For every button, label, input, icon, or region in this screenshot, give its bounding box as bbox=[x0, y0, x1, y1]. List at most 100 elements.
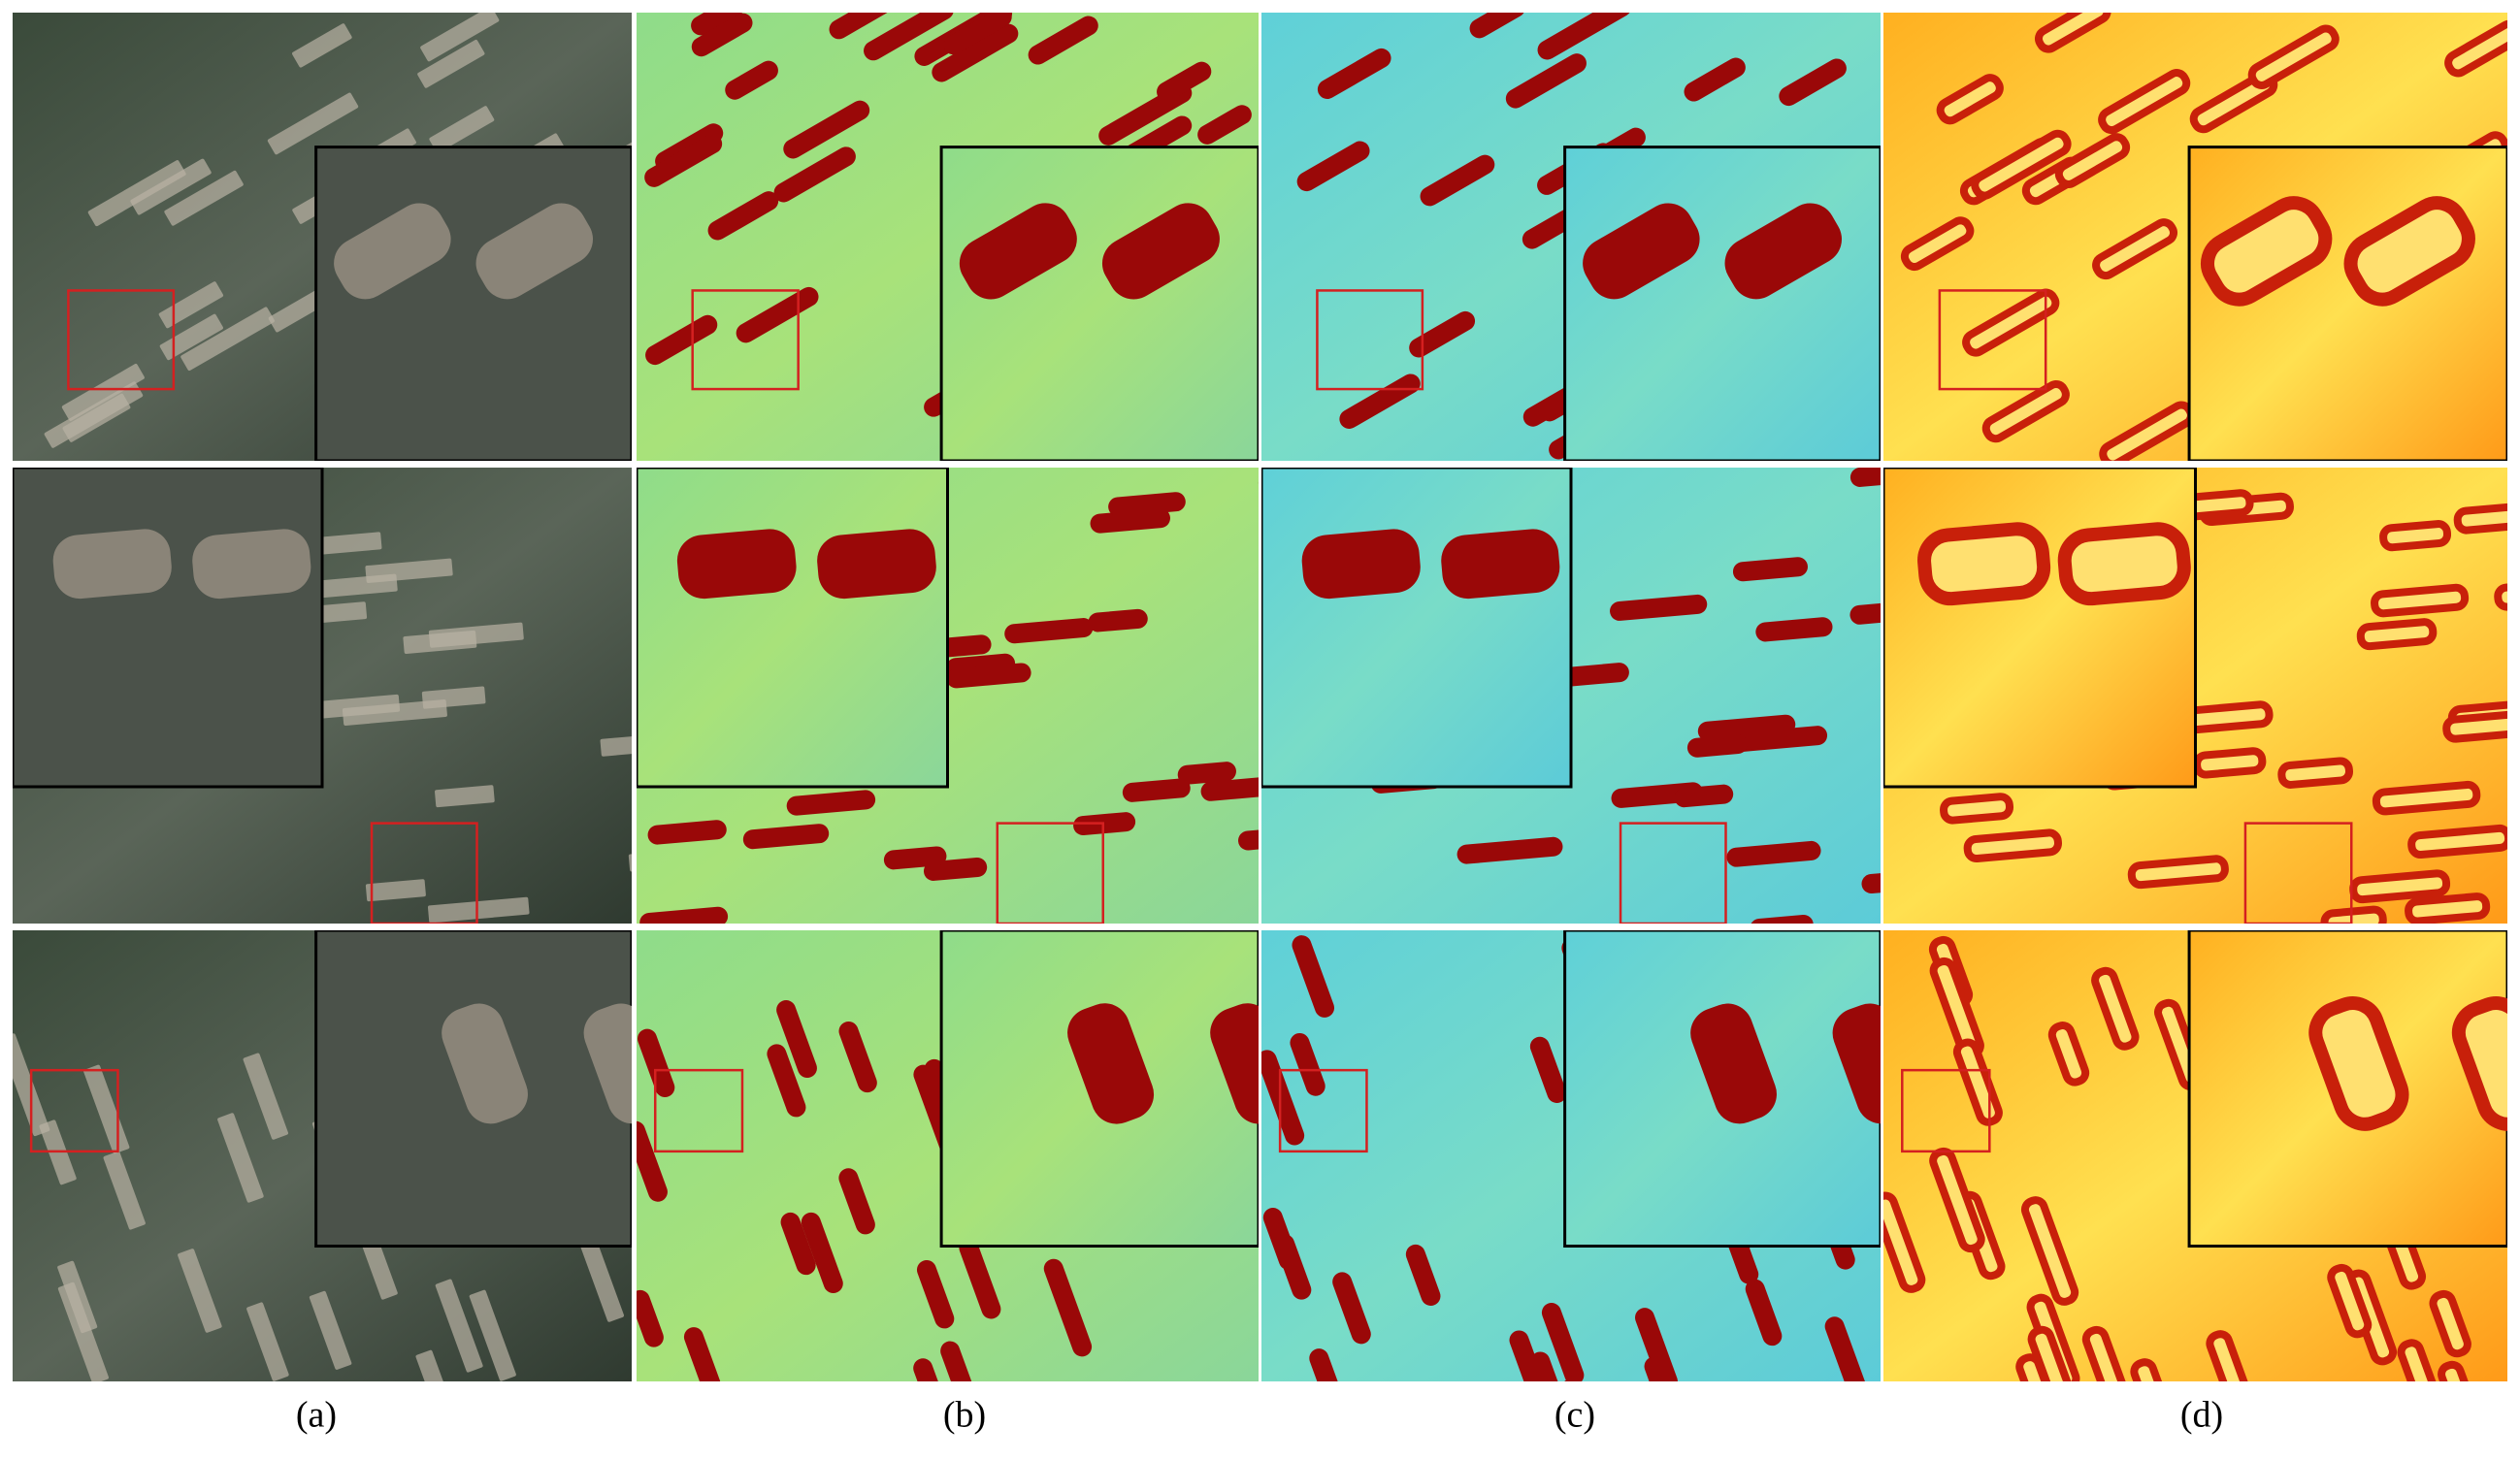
building bbox=[1537, 13, 1632, 60]
panel-content bbox=[637, 930, 1259, 1381]
building bbox=[773, 146, 856, 203]
building bbox=[2356, 618, 2438, 651]
building bbox=[2247, 24, 2340, 89]
building bbox=[159, 313, 223, 361]
panel-label: (d) bbox=[2180, 1395, 2223, 1436]
building bbox=[1530, 1351, 1575, 1381]
zoom-inset bbox=[1261, 468, 1573, 789]
zoom-building bbox=[1210, 1003, 1259, 1124]
building bbox=[1861, 869, 1881, 894]
panel-content bbox=[637, 13, 1259, 461]
building bbox=[1073, 812, 1136, 836]
building bbox=[243, 1053, 289, 1140]
image-panel bbox=[637, 468, 1259, 924]
building bbox=[1456, 836, 1563, 864]
building bbox=[1900, 216, 1975, 272]
building bbox=[2494, 579, 2507, 611]
building bbox=[1004, 618, 1094, 644]
zoom-box bbox=[1938, 289, 2047, 391]
image-panel bbox=[13, 13, 632, 461]
building bbox=[2438, 1360, 2480, 1381]
building bbox=[1981, 379, 2070, 443]
building bbox=[2397, 1339, 2451, 1381]
building bbox=[1883, 1191, 1926, 1293]
building bbox=[2015, 1353, 2060, 1381]
building bbox=[691, 13, 753, 57]
building bbox=[916, 1259, 955, 1329]
image-panel bbox=[1261, 468, 1881, 924]
building bbox=[246, 1302, 289, 1381]
image-panel bbox=[637, 930, 1259, 1381]
building bbox=[417, 39, 485, 88]
building bbox=[62, 393, 131, 442]
building bbox=[365, 879, 426, 902]
building bbox=[776, 1000, 817, 1079]
panel-label: (a) bbox=[296, 1395, 337, 1436]
building bbox=[2277, 757, 2354, 789]
building bbox=[1755, 617, 1833, 642]
zoom-box bbox=[1316, 289, 1424, 391]
building bbox=[427, 896, 530, 924]
panel-content bbox=[1261, 13, 1881, 461]
building bbox=[1686, 734, 1748, 758]
building bbox=[2081, 1325, 2136, 1381]
building bbox=[2020, 1196, 2079, 1306]
building bbox=[637, 1120, 668, 1202]
panel-content bbox=[1883, 13, 2507, 461]
building bbox=[57, 1282, 109, 1381]
zoom-building bbox=[2057, 522, 2191, 606]
panel-content bbox=[637, 468, 1259, 924]
zoom-building bbox=[817, 529, 936, 600]
building bbox=[600, 733, 632, 757]
building bbox=[429, 106, 495, 153]
building bbox=[1732, 557, 1808, 582]
building bbox=[959, 1238, 1001, 1319]
building bbox=[838, 1168, 875, 1235]
building bbox=[644, 134, 723, 187]
zoom-box bbox=[996, 822, 1105, 924]
building bbox=[1043, 1258, 1093, 1357]
panel-label: (b) bbox=[943, 1395, 986, 1436]
building bbox=[786, 790, 876, 816]
building bbox=[707, 191, 779, 241]
zoom-building bbox=[1067, 1003, 1155, 1124]
image-panel bbox=[1883, 13, 2507, 461]
building bbox=[2098, 69, 2191, 135]
zoom-building bbox=[2451, 996, 2507, 1131]
zoom-box bbox=[1278, 1068, 1368, 1153]
building bbox=[1779, 58, 1847, 107]
building bbox=[1849, 468, 1881, 487]
building bbox=[932, 23, 1019, 82]
zoom-box bbox=[370, 822, 478, 924]
zoom-box bbox=[29, 1068, 119, 1153]
building bbox=[2442, 709, 2507, 743]
building bbox=[1674, 784, 1734, 808]
building bbox=[1275, 1234, 1312, 1300]
building bbox=[1088, 608, 1148, 633]
building bbox=[1332, 1272, 1371, 1345]
building bbox=[691, 13, 767, 36]
zoom-building bbox=[1441, 529, 1560, 600]
building bbox=[1940, 793, 2014, 825]
building bbox=[1824, 1316, 1873, 1381]
building bbox=[435, 1279, 483, 1373]
zoom-building bbox=[2308, 996, 2409, 1131]
building bbox=[1122, 778, 1191, 802]
zoom-building bbox=[192, 529, 311, 600]
building bbox=[913, 1358, 959, 1381]
panel-content bbox=[13, 468, 632, 924]
building bbox=[2091, 966, 2140, 1051]
image-panel bbox=[13, 930, 632, 1381]
panel-content bbox=[1883, 468, 2507, 924]
building bbox=[1090, 508, 1170, 534]
building bbox=[420, 13, 500, 62]
building bbox=[300, 573, 398, 600]
building bbox=[428, 622, 524, 648]
building bbox=[2206, 1330, 2255, 1381]
building bbox=[1292, 935, 1335, 1018]
building bbox=[178, 1249, 222, 1333]
building bbox=[1849, 598, 1881, 625]
zoom-inset bbox=[1883, 468, 2197, 789]
building bbox=[2407, 824, 2507, 860]
zoom-inset bbox=[1563, 146, 1881, 461]
